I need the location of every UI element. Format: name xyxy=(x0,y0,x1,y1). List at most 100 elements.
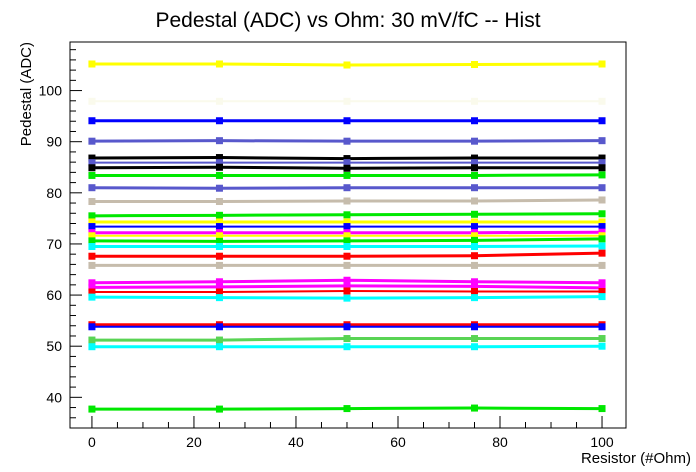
series-marker xyxy=(88,283,96,291)
series-marker xyxy=(88,198,96,206)
series-marker xyxy=(88,117,96,125)
series-marker xyxy=(598,342,606,350)
series-marker xyxy=(598,218,606,226)
y-tick-label: 50 xyxy=(46,338,62,354)
series-marker xyxy=(471,287,479,295)
series-16 xyxy=(88,242,606,251)
series-marker xyxy=(343,137,351,145)
series-marker xyxy=(88,237,96,245)
series-marker xyxy=(88,154,96,162)
series-marker xyxy=(598,159,606,167)
series-marker xyxy=(471,294,479,302)
series-marker xyxy=(88,343,96,351)
series-marker xyxy=(471,97,479,105)
x-tick-label: 60 xyxy=(390,434,406,450)
series-22 xyxy=(88,293,606,302)
y-tick-label: 70 xyxy=(46,236,62,252)
series-marker xyxy=(598,242,606,250)
series-marker xyxy=(343,261,351,269)
series-marker xyxy=(598,235,606,243)
series-marker xyxy=(343,117,351,125)
series-marker xyxy=(471,236,479,244)
series-marker xyxy=(88,97,96,105)
series-marker xyxy=(598,164,606,172)
series-marker xyxy=(471,252,479,260)
series-marker xyxy=(88,243,96,251)
series-marker xyxy=(88,60,96,68)
x-tick-label: 0 xyxy=(88,434,96,450)
series-marker xyxy=(215,283,223,291)
series-marker xyxy=(343,294,351,302)
series-marker xyxy=(215,252,223,260)
series-1 xyxy=(88,97,606,105)
series-25 xyxy=(88,335,606,344)
series-9 xyxy=(88,196,606,206)
series-marker xyxy=(471,261,479,269)
series-21 xyxy=(88,287,606,296)
series-marker xyxy=(215,323,223,331)
series-marker xyxy=(215,343,223,351)
series-marker xyxy=(471,278,479,286)
series-6 xyxy=(88,163,606,172)
series-24 xyxy=(88,323,606,331)
x-axis-title: Resistor (#Ohm) xyxy=(581,450,691,467)
series-marker xyxy=(343,343,351,351)
x-tick-label: 40 xyxy=(288,434,304,450)
series-3 xyxy=(88,137,606,145)
series-marker xyxy=(88,232,96,240)
series-marker xyxy=(471,404,479,412)
series-marker xyxy=(598,323,606,331)
series-marker xyxy=(215,294,223,302)
y-tick-label: 60 xyxy=(46,287,62,303)
series-marker xyxy=(88,164,96,172)
series-marker xyxy=(598,223,606,231)
series-marker xyxy=(598,184,606,192)
series-marker xyxy=(88,218,96,226)
series-marker xyxy=(343,252,351,260)
series-marker xyxy=(598,405,606,413)
series-5 xyxy=(88,159,606,167)
series-marker xyxy=(598,196,606,204)
series-marker xyxy=(598,97,606,105)
series-marker xyxy=(343,61,351,69)
series-marker xyxy=(471,159,479,167)
series-marker xyxy=(343,197,351,205)
series-marker xyxy=(471,323,479,331)
series-marker xyxy=(343,405,351,413)
series-marker xyxy=(88,323,96,331)
series-marker xyxy=(598,154,606,162)
series-marker xyxy=(88,184,96,192)
series-marker xyxy=(598,171,606,179)
series-marker xyxy=(215,159,223,167)
series-marker xyxy=(343,323,351,331)
series-marker xyxy=(598,293,606,301)
series-marker xyxy=(343,287,351,295)
series-marker xyxy=(598,228,606,236)
series-marker xyxy=(343,159,351,167)
series-marker xyxy=(471,60,479,68)
y-tick-label: 100 xyxy=(39,83,63,99)
series-marker xyxy=(88,212,96,220)
series-27 xyxy=(88,404,606,413)
series-10 xyxy=(88,210,606,220)
series-15 xyxy=(88,235,606,245)
y-tick-label: 90 xyxy=(46,134,62,150)
chart-title: Pedestal (ADC) vs Ohm: 30 mV/fC -- Hist xyxy=(155,9,540,32)
series-marker xyxy=(343,232,351,240)
series-marker xyxy=(471,197,479,205)
series-marker xyxy=(88,288,96,296)
series-26 xyxy=(88,342,606,351)
series-marker xyxy=(88,405,96,413)
series-marker xyxy=(471,117,479,125)
series-18 xyxy=(88,261,606,269)
series-marker xyxy=(215,137,223,145)
series-marker xyxy=(343,335,351,343)
series-marker xyxy=(88,159,96,167)
series-marker xyxy=(215,218,223,226)
series-marker xyxy=(343,282,351,290)
series-layer xyxy=(88,60,606,413)
series-marker xyxy=(471,171,479,179)
series-12 xyxy=(88,223,606,231)
